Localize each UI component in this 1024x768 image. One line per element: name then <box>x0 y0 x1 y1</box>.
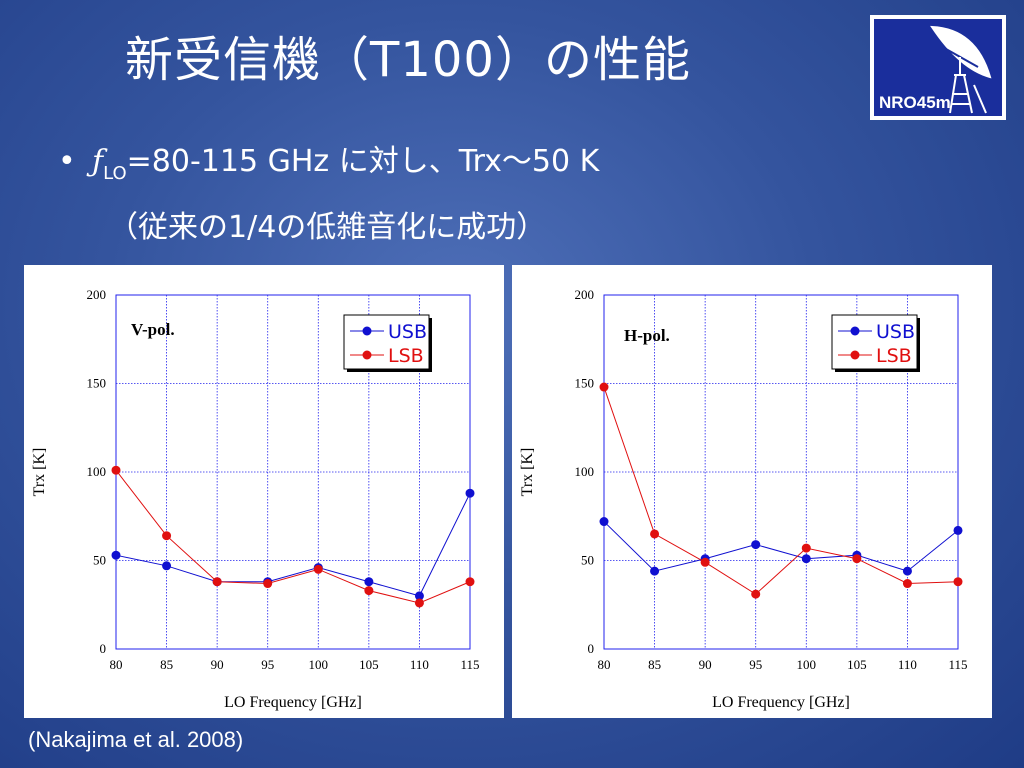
bullet-text: ƒLO=80-115 GHz に対し、Trx〜50 K <box>92 142 599 186</box>
legend-label-lsb: LSB <box>388 345 424 367</box>
legend-marker-usb <box>362 326 372 336</box>
data-point-lsb <box>162 531 172 541</box>
x-tick-label: 100 <box>797 657 817 672</box>
data-point-lsb <box>599 382 609 392</box>
data-point-lsb <box>364 586 374 596</box>
data-point-usb <box>902 566 912 576</box>
y-tick-label: 200 <box>575 287 595 302</box>
y-tick-label: 150 <box>575 376 595 391</box>
x-tick-label: 95 <box>749 657 762 672</box>
legend-label-usb: USB <box>876 321 915 343</box>
data-point-lsb <box>313 564 323 574</box>
h-pol-chart: 80 85 90 95 100 105 110 115 0 50 100 150 200 LO Frequ… <box>519 287 968 711</box>
data-point-usb <box>162 561 172 571</box>
slide-title: 新受信機（T100）の性能 <box>125 32 691 88</box>
x-tick-label: 80 <box>598 657 611 672</box>
y-tick-label: 50 <box>93 553 106 568</box>
y-tick-label: 50 <box>581 553 594 568</box>
series-line-usb <box>115 493 471 597</box>
legend-marker-lsb <box>850 350 860 360</box>
y-axis-label: Trx [K] <box>31 448 48 497</box>
data-point-lsb <box>414 598 424 608</box>
f-symbol: ƒ <box>92 144 104 179</box>
bullet-main-text: =80-115 GHz に対し、Trx〜50 K <box>126 144 600 179</box>
data-point-lsb <box>902 579 912 589</box>
x-tick-label: 90 <box>211 657 224 672</box>
x-tick-label: 90 <box>699 657 712 672</box>
v-pol-chart: 80 85 90 95 100 105 110 115 0 50 100 150 200 LO Frequ… <box>31 287 480 711</box>
v-pol-chart-panel: 80 85 90 95 100 105 110 115 0 50 100 150 200 LO Frequ… <box>24 265 504 718</box>
legend-marker-lsb <box>362 350 372 360</box>
x-tick-label: 80 <box>110 657 123 672</box>
data-point-usb <box>111 550 121 560</box>
data-point-lsb <box>953 577 963 587</box>
data-point-lsb <box>852 554 862 564</box>
legend-label-lsb: LSB <box>876 345 912 367</box>
x-axis-label: LO Frequency [GHz] <box>712 694 850 711</box>
citation: (Nakajima et al. 2008) <box>28 727 244 752</box>
legend-box <box>343 314 430 370</box>
x-axis-label: LO Frequency [GHz] <box>224 694 362 711</box>
legend-box <box>831 314 918 370</box>
y-tick-label: 150 <box>87 376 107 391</box>
data-point-lsb <box>465 577 475 587</box>
data-point-lsb <box>212 577 222 587</box>
x-tick-label: 110 <box>410 657 429 672</box>
legend-label-usb: USB <box>388 321 427 343</box>
data-point-lsb <box>263 579 273 589</box>
lo-subscript: LO <box>103 163 127 184</box>
x-tick-label: 95 <box>261 657 274 672</box>
data-point-usb <box>801 554 811 564</box>
h-pol-chart-panel: 80 85 90 95 100 105 110 115 0 50 100 150 200 LO Frequ… <box>512 265 992 718</box>
series-line-usb <box>603 521 959 572</box>
data-point-usb <box>465 488 475 498</box>
x-tick-label: 105 <box>847 657 867 672</box>
x-tick-label: 115 <box>948 657 967 672</box>
data-point-usb <box>599 517 609 527</box>
bullet-dot: • <box>58 144 76 179</box>
y-tick-label: 0 <box>588 641 595 656</box>
legend-marker-usb <box>850 326 860 336</box>
data-point-lsb <box>700 557 710 567</box>
x-tick-label: 85 <box>648 657 661 672</box>
x-tick-label: 110 <box>898 657 917 672</box>
data-point-usb <box>751 540 761 550</box>
y-axis-label: Trx [K] <box>519 448 536 497</box>
x-tick-label: 115 <box>460 657 479 672</box>
y-tick-label: 0 <box>100 641 107 656</box>
data-point-lsb <box>650 529 660 539</box>
x-tick-label: 85 <box>160 657 173 672</box>
data-point-lsb <box>801 543 811 553</box>
data-point-usb <box>414 591 424 601</box>
series-line-lsb <box>115 469 471 604</box>
x-tick-label: 105 <box>359 657 379 672</box>
radio-telescope-icon <box>930 25 992 114</box>
series-line-lsb <box>603 386 959 595</box>
y-tick-label: 100 <box>575 464 595 479</box>
bullet-continuation: （従来の1/4の低雑音化に成功） <box>108 210 547 245</box>
data-point-usb <box>953 525 963 535</box>
panel-annotation: H-pol. <box>624 326 670 345</box>
data-point-lsb <box>751 589 761 599</box>
logo-text: NRO45m <box>879 93 951 112</box>
nro45m-logo: NRO45m <box>870 15 1006 120</box>
logo-background: NRO45m <box>874 19 1002 116</box>
plot-frame <box>603 294 959 650</box>
panel-annotation: V-pol. <box>131 320 175 339</box>
x-tick-label: 100 <box>309 657 329 672</box>
data-point-lsb <box>111 465 121 475</box>
y-tick-label: 200 <box>87 287 107 302</box>
data-point-usb <box>650 566 660 576</box>
y-tick-label: 100 <box>87 464 107 479</box>
data-point-usb <box>364 577 374 587</box>
